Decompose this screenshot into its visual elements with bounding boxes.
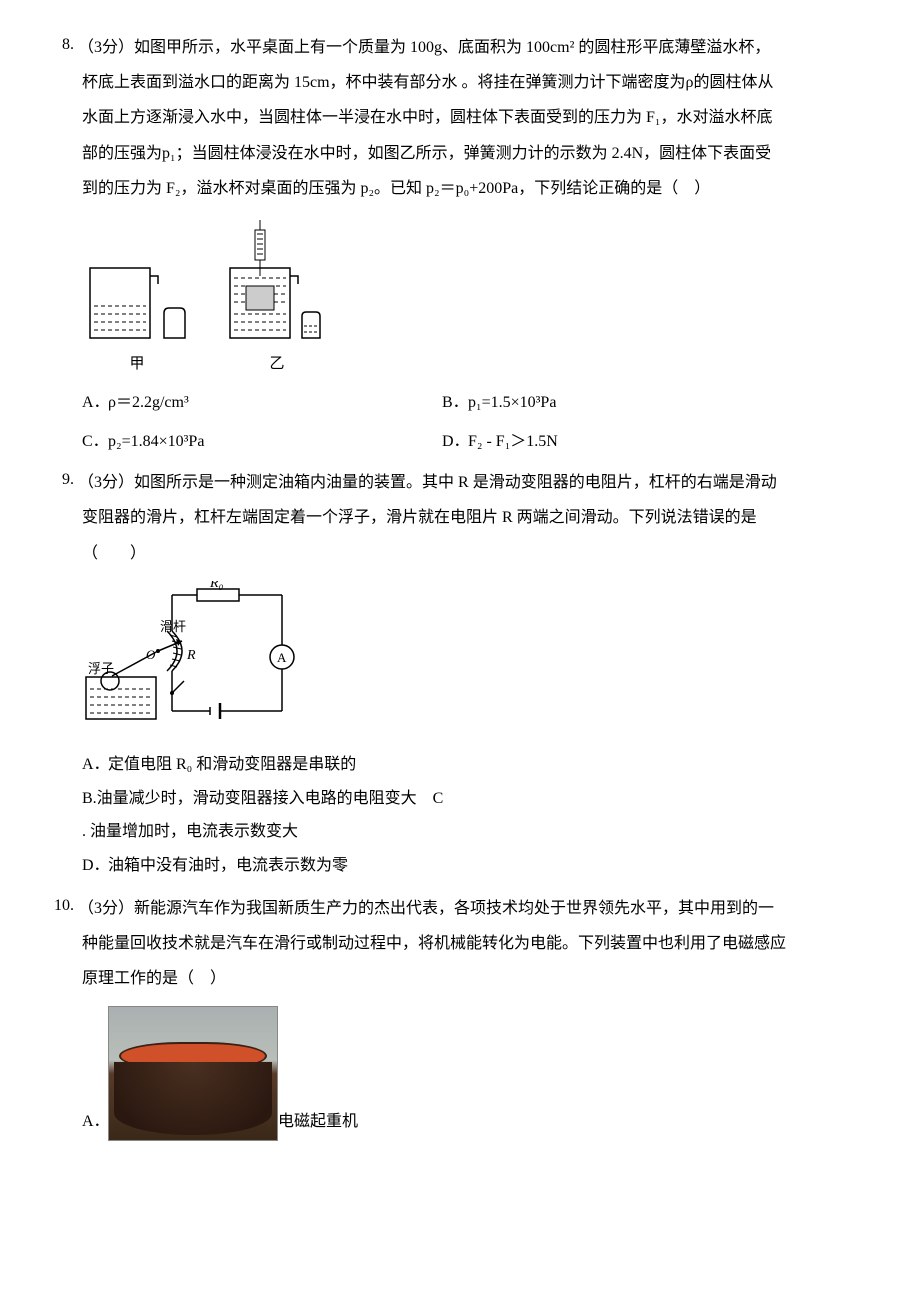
cup-diagram-2 [222, 218, 332, 348]
q10-body: （3分）新能源汽车作为我国新质生产力的杰出代表，各项技术均处于世界领先水平，其中… [78, 891, 860, 926]
question-8: 8. （3分）如图甲所示，水平桌面上有一个质量为 100g、底面积为 100cm… [50, 30, 860, 457]
q9-diagram: R₀ A R [82, 581, 860, 742]
q9-number: 9. [50, 465, 78, 495]
q8-diagram-right: 乙 [222, 218, 332, 379]
q8-body: （3分）如图甲所示，水平桌面上有一个质量为 100g、底面积为 100cm² 的… [78, 30, 860, 65]
circuit-diagram: R₀ A R [82, 581, 302, 731]
q9-line1: 变阻器的滑片，杠杆左端固定着一个浮子，滑片就在电阻片 R 两端之间滑动。下列说法… [82, 500, 860, 535]
q9-option-d: D．油箱中没有油时，电流表示数为零 [82, 849, 860, 883]
q8-header: 8. （3分）如图甲所示，水平桌面上有一个质量为 100g、底面积为 100cm… [50, 30, 860, 65]
q8-option-d: D．F₂ ‑ F₁＞1.5N [442, 427, 762, 457]
cup-diagram-1 [82, 258, 192, 348]
q10-option-a: A． 电磁起重机 [82, 1006, 860, 1141]
q8-diagrams: 甲 [82, 218, 860, 379]
q10-points: （3分） [78, 900, 134, 917]
q10-header: 10. （3分）新能源汽车作为我国新质生产力的杰出代表，各项技术均处于世界领先水… [50, 891, 860, 926]
crane-photo [108, 1006, 278, 1141]
q9-line0: 如图所示是一种测定油箱内油量的装置。其中 R 是滑动变阻器的电阻片，杠杆的右端是… [134, 474, 777, 491]
q8-line4: 到的压力为 F₂，溢水杯对桌面的压强为 p₂。已知 p₂＝p₀+200Pa，下列… [82, 171, 860, 206]
q9-option-c: . 油量增加时，电流表示数变大 [82, 815, 860, 849]
label-r0: R₀ [209, 581, 224, 591]
question-10: 10. （3分）新能源汽车作为我国新质生产力的杰出代表，各项技术均处于世界领先水… [50, 891, 860, 1142]
q10-line2: 原理工作的是（ ） [82, 961, 860, 996]
q9-option-b: B.油量减少时，滑动变阻器接入电路的电阻变大 C [82, 782, 860, 816]
label-slider: 滑杆 [160, 619, 186, 634]
q10-line1: 种能量回收技术就是汽车在滑行或制动过程中，将机械能转化为电能。下列装置中也利用了… [82, 926, 860, 961]
label-float: 浮子 [88, 661, 114, 676]
q10-number: 10. [50, 891, 78, 921]
q8-options: A．ρ＝2.2g/cm³ B．p₁=1.5×10³Pa C．p₂=1.84×10… [82, 388, 860, 457]
q8-option-b: B．p₁=1.5×10³Pa [442, 388, 762, 418]
question-9: 9. （3分）如图所示是一种测定油箱内油量的装置。其中 R 是滑动变阻器的电阻片… [50, 465, 860, 882]
q8-points: （3分） [78, 39, 134, 56]
q9-header: 9. （3分）如图所示是一种测定油箱内油量的装置。其中 R 是滑动变阻器的电阻片… [50, 465, 860, 500]
q8-line0: 如图甲所示，水平桌面上有一个质量为 100g、底面积为 100cm² 的圆柱形平… [134, 39, 770, 56]
q8-option-c: C．p₂=1.84×10³Pa [82, 427, 402, 457]
q10-line0: 新能源汽车作为我国新质生产力的杰出代表，各项技术均处于世界领先水平，其中用到的一 [134, 900, 774, 917]
q8-line3: 部的压强为p₁；当圆柱体浸没在水中时，如图乙所示，弹簧测力计的示数为 2.4N，… [82, 136, 860, 171]
q8-label-right: 乙 [269, 350, 284, 379]
q9-option-a: A．定值电阻 R₀ 和滑动变阻器是串联的 [82, 748, 860, 782]
q8-label-left: 甲 [129, 350, 144, 379]
q9-options: A．定值电阻 R₀ 和滑动变阻器是串联的 B.油量减少时，滑动变阻器接入电路的电… [82, 748, 860, 882]
q10-option-a-label: 电磁起重机 [278, 1107, 358, 1137]
q8-diagram-left: 甲 [82, 258, 192, 379]
q8-line2: 水面上方逐渐浸入水中，当圆柱体一半浸在水中时，圆柱体下表面受到的压力为 F₁，水… [82, 100, 860, 135]
q9-points: （3分） [78, 474, 134, 491]
q9-line2: （ ） [82, 536, 860, 571]
q8-option-a: A．ρ＝2.2g/cm³ [82, 388, 402, 418]
q8-line1: 杯底上表面到溢水口的距离为 15cm，杯中装有部分水 。将挂在弹簧测力计下端密度… [82, 65, 860, 100]
label-ammeter: A [277, 650, 287, 665]
q9-body: （3分）如图所示是一种测定油箱内油量的装置。其中 R 是滑动变阻器的电阻片，杠杆… [78, 465, 860, 500]
label-r: R [186, 648, 196, 663]
q8-number: 8. [50, 30, 78, 60]
